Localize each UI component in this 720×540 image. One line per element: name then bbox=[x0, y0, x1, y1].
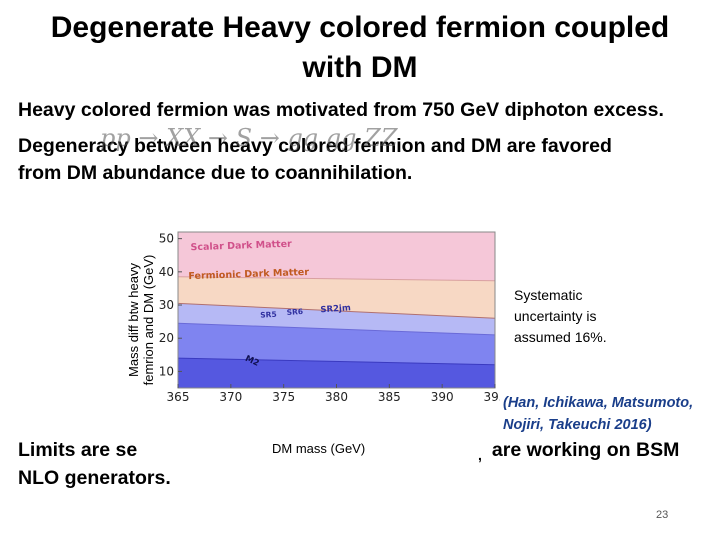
title-line-1: Degenerate Heavy colored fermion coupled bbox=[50, 11, 670, 44]
y-tick-label: 40 bbox=[159, 265, 174, 279]
title-line-2: with DM bbox=[302, 51, 418, 84]
bullet-degeneracy-line-1: Degeneracy between heavy colored fermion… bbox=[18, 135, 612, 157]
y-tick-label: 20 bbox=[159, 331, 174, 345]
y-tick-label: 10 bbox=[159, 364, 174, 378]
y-tick-label: 30 bbox=[159, 298, 174, 312]
bottom-left-text: Limits are se bbox=[18, 439, 138, 461]
chart-y-axis-label: Mass diff btw heavy femrion and DM (GeV) bbox=[126, 220, 158, 420]
x-tick-label: 380 bbox=[325, 390, 348, 404]
x-tick-label: 365 bbox=[167, 390, 190, 404]
region-m2 bbox=[178, 358, 495, 388]
label-sr2jm: SR2jm bbox=[320, 303, 351, 315]
label-scalar-dark-matter: Scalar Dark Matter bbox=[190, 239, 292, 254]
region-sr2jm bbox=[178, 303, 495, 335]
x-tick-label: 370 bbox=[219, 390, 242, 404]
y-tick-label: 50 bbox=[159, 232, 174, 246]
process-formula-overlay: pp → XX → S → gg gg ZZ bbox=[100, 124, 398, 152]
note-line-2: uncertainty is bbox=[514, 308, 597, 324]
region-scalar-dark-matter bbox=[178, 232, 495, 281]
region-fermionic-dark-matter bbox=[178, 276, 495, 319]
systematic-note: Systematic uncertainty is assumed 16%. bbox=[514, 285, 607, 348]
region-boundary-2 bbox=[177, 322, 496, 336]
region-boundary-1 bbox=[177, 302, 496, 319]
chart-x-axis-label: DM mass (GeV) bbox=[272, 441, 366, 456]
citation-line-2: Nojiri, Takeuchi 2016) bbox=[503, 417, 652, 433]
y-axis-label-line-2: femrion and DM (GeV) bbox=[141, 254, 156, 386]
x-tick-label: 390 bbox=[431, 390, 454, 404]
slide-title: Degenerate Heavy colored fermion coupled… bbox=[0, 8, 720, 88]
y-axis-label-line-1: Mass diff btw heavy bbox=[126, 263, 141, 377]
bullet-diphoton: Heavy colored fermion was motivated from… bbox=[18, 99, 664, 121]
bottom-right-text-content: are working on BSM bbox=[491, 439, 680, 461]
region-boundary-3 bbox=[177, 357, 496, 366]
note-line-3: assumed 16%. bbox=[514, 329, 607, 345]
x-tick-label: 375 bbox=[272, 390, 295, 404]
note-line-1: Systematic bbox=[514, 287, 583, 303]
page-number: 23 bbox=[656, 509, 669, 521]
bottom-right-text: , are working on BSM bbox=[478, 439, 680, 463]
citation: (Han, Ichikawa, Matsumoto, Nojiri, Takeu… bbox=[503, 392, 693, 436]
x-tick-label: 395 bbox=[484, 390, 500, 404]
bottom-line-2: NLO generators. bbox=[18, 467, 171, 489]
label-sr6: SR6 bbox=[286, 307, 303, 317]
region-sr5 bbox=[178, 323, 495, 365]
citation-line-1: (Han, Ichikawa, Matsumoto, bbox=[503, 395, 694, 411]
bullet-degeneracy-line-2: from DM abundance due to coannihilation. bbox=[18, 162, 413, 184]
label-sr5: SR5 bbox=[260, 310, 277, 320]
label-fermionic-dark-matter: Fermionic Dark Matter bbox=[188, 267, 309, 282]
region-boundary-0 bbox=[177, 276, 496, 282]
x-tick-label: 385 bbox=[378, 390, 401, 404]
exclusion-chart: 365 370 375 380 385 390 395 10 20 30 40 50 Scalar D… bbox=[159, 231, 500, 404]
